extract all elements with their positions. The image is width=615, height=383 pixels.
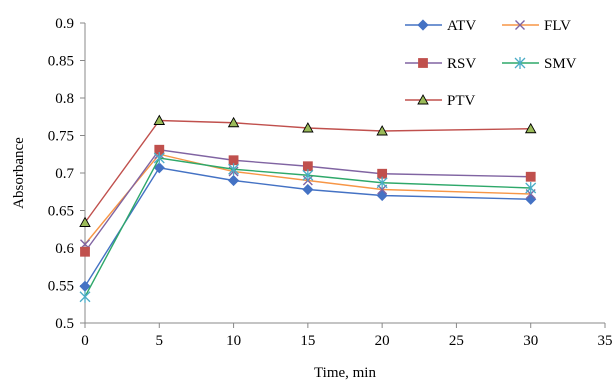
legend-marker (515, 20, 525, 30)
legend-item-rsv: RSV (405, 56, 476, 72)
y-axis-label: Absorbance (11, 137, 27, 209)
data-point-ptv (227, 116, 240, 128)
data-point-ptv (302, 122, 314, 133)
legend-item-flv: FLV (502, 18, 571, 34)
series-atv (79, 162, 537, 292)
x-tick-label: 10 (226, 333, 241, 349)
legend-marker (417, 94, 429, 105)
series-line-smv (84, 157, 531, 298)
data-point-ptv (79, 216, 91, 227)
data-point-smv (376, 176, 388, 189)
legend-label: PTV (447, 93, 476, 109)
y-tick-label: 0.7 (55, 166, 74, 182)
series-line-rsv (84, 148, 531, 253)
y-tick-label: 0.9 (55, 16, 74, 32)
x-axis-label: Time, min (314, 365, 376, 381)
series-line-atv (84, 166, 531, 287)
data-point-atv (228, 174, 240, 187)
y-tick-label: 0.6 (55, 241, 74, 257)
data-point-smv (302, 169, 314, 182)
legend-label: RSV (447, 56, 476, 72)
x-tick-label: 0 (81, 333, 89, 349)
legend-item-smv: SMV (502, 56, 577, 72)
x-tick-label: 20 (375, 333, 390, 349)
y-tick-label: 0.55 (48, 279, 74, 295)
series-line-ptv (84, 119, 531, 223)
data-point-atv (525, 193, 537, 205)
data-point-atv (153, 162, 165, 174)
data-point-ptv (376, 125, 388, 136)
legend-item-atv: ATV (405, 18, 476, 34)
legend-marker (418, 58, 428, 68)
axes: 0.5 0.55 0.6 0.65 0.7 0.75 0.8 0.85 0.9 0 5 10 15 20 2… (48, 16, 613, 349)
data-point-atv (302, 183, 314, 196)
legend-label: SMV (544, 56, 577, 72)
data-point-smv (153, 152, 165, 164)
legend-label: FLV (544, 18, 571, 34)
x-tick-label: 25 (449, 333, 464, 349)
x-tick-label: 5 (156, 333, 164, 349)
series-rsv (80, 144, 536, 257)
data-point-smv (525, 182, 537, 194)
data-point-ptv (153, 114, 166, 125)
y-tick-label: 0.75 (48, 129, 74, 145)
series-layer (79, 114, 537, 303)
legend: ATV FLV RSV SMV PTV (405, 18, 577, 109)
data-point-atv (376, 189, 388, 202)
data-point-rsv (80, 246, 90, 257)
legend-marker (514, 57, 526, 69)
series-line-flv (84, 153, 531, 245)
data-point-smv (228, 163, 240, 176)
x-tick-label: 30 (523, 333, 538, 349)
data-point-rsv (525, 171, 536, 182)
legend-label: ATV (447, 18, 476, 34)
x-tick-label: 15 (300, 333, 315, 349)
legend-marker (417, 19, 429, 31)
series-smv (79, 152, 537, 303)
x-tick-label: 35 (598, 333, 613, 349)
data-point-ptv (524, 122, 537, 134)
legend-item-ptv: PTV (405, 93, 476, 109)
y-tick-label: 0.5 (55, 316, 74, 332)
series-ptv (79, 114, 537, 227)
data-point-smv (79, 290, 91, 303)
y-tick-label: 0.65 (48, 204, 74, 220)
y-tick-label: 0.8 (55, 91, 74, 107)
y-tick-label: 0.85 (48, 54, 74, 70)
